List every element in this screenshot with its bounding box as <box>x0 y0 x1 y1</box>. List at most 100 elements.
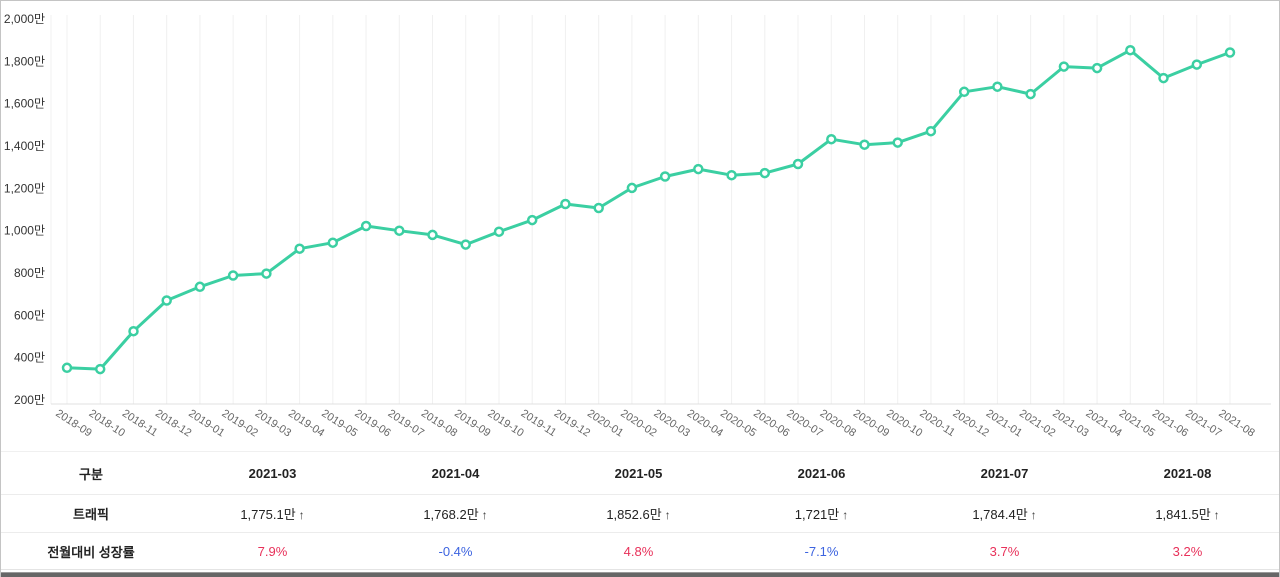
traffic-value-cell-text: 1,768.2만 <box>423 507 479 522</box>
x-axis-tick-label: 2020-09 <box>851 407 891 439</box>
x-axis-tick-label: 2020-12 <box>951 407 991 439</box>
chart-marker-2019-11[interactable] <box>526 214 538 226</box>
x-axis-tick-label: 2020-06 <box>751 407 791 439</box>
chart-marker-2019-07[interactable] <box>394 225 405 236</box>
x-axis-tick-label: 2021-06 <box>1150 407 1190 439</box>
x-axis-tick-label: 2021-08 <box>1216 407 1256 439</box>
growth-value-cell-text: -7.1% <box>804 543 839 559</box>
chart-marker-2019-01[interactable] <box>194 281 206 293</box>
y-axis-tick-label: 800만 <box>14 266 45 280</box>
chart-marker-2021-05[interactable] <box>1125 44 1136 56</box>
chart-marker-2020-04[interactable] <box>693 163 704 175</box>
traffic-value-cell-text: 1,784.4만 <box>972 507 1028 522</box>
table-header-row: 구분 2021-03 2021-04 2021-05 2021-06 2021-07 202… <box>1 451 1279 495</box>
up-arrow-icon: ↑ <box>664 508 671 522</box>
y-axis-tick-label: 600만 <box>14 308 45 322</box>
traffic-row: 트래픽 1,775.1만 ↑ 1,768.2만 ↑ 1,852.6만 ↑ 1,721만 ↑ 1,7… <box>1 494 1279 533</box>
chart-marker-2019-10[interactable] <box>493 226 505 237</box>
growth-value-cell: 7.9% <box>181 532 364 570</box>
chart-marker-2019-05[interactable] <box>327 237 339 248</box>
traffic-value-cell: 1,775.1만 ↑ <box>181 494 364 533</box>
x-axis-tick-label: 2018-10 <box>87 407 127 439</box>
corner-header: 구분 <box>1 451 181 495</box>
chart-marker-2020-05[interactable] <box>726 169 737 181</box>
chart-marker-2021-03[interactable] <box>1058 61 1070 72</box>
chart-marker-2019-03[interactable] <box>261 268 272 279</box>
month-header: 2021-08 <box>1096 451 1279 495</box>
traffic-value-cell-text: 1,721만 <box>794 507 840 522</box>
y-axis-tick-label: 200만 <box>14 393 45 407</box>
chart-marker-2020-03[interactable] <box>659 171 671 182</box>
month-header-text: 2021-08 <box>1163 465 1212 481</box>
chart-marker-2019-04[interactable] <box>294 243 305 254</box>
y-axis-tick-label: 1,800만 <box>4 54 45 68</box>
chart-marker-2018-09[interactable] <box>61 362 73 374</box>
chart-marker-2021-04[interactable] <box>1091 62 1103 74</box>
chart-marker-2020-07[interactable] <box>792 158 804 170</box>
x-axis-tick-label: 2019-11 <box>519 407 559 439</box>
chart-marker-2020-10[interactable] <box>892 137 903 148</box>
x-axis-tick-label: 2019-04 <box>286 407 326 439</box>
chart-marker-2020-01[interactable] <box>593 202 604 214</box>
chart-marker-2020-12[interactable] <box>958 86 970 98</box>
chart-marker-2019-12[interactable] <box>560 198 571 210</box>
x-axis-tick-label: 2021-03 <box>1050 407 1090 439</box>
month-header-text: 2021-07 <box>980 465 1029 481</box>
month-header: 2021-07 <box>913 451 1096 495</box>
chart-marker-2020-09[interactable] <box>859 139 870 150</box>
x-axis-tick-label: 2021-02 <box>1017 407 1057 439</box>
chart-marker-2021-08[interactable] <box>1224 47 1236 58</box>
x-axis-tick-label: 2019-02 <box>220 407 260 439</box>
x-axis-tick-label: 2021-04 <box>1083 407 1123 439</box>
month-header-text: 2021-06 <box>797 465 846 481</box>
traffic-value-cell: 1,852.6만 ↑ <box>547 494 730 533</box>
traffic-series-line <box>65 48 1232 371</box>
growth-value-cell-text: -0.4% <box>438 543 473 559</box>
x-axis-tick-label: 2019-03 <box>253 407 293 439</box>
x-axis-tick-label: 2021-07 <box>1183 407 1223 439</box>
traffic-value-cell: 1,784.4만 ↑ <box>913 494 1096 533</box>
chart-marker-2021-02[interactable] <box>1025 88 1036 100</box>
x-axis-tick-label: 2020-10 <box>884 407 924 439</box>
traffic-line-chart: 200만 400만 600만 800만 1,000만 1,200만 1,400만 1,600만… <box>1 1 1279 451</box>
chart-marker-2019-06[interactable] <box>360 220 372 232</box>
up-arrow-icon: ↑ <box>842 508 849 522</box>
x-axis-tick-label: 2020-01 <box>585 407 625 439</box>
chart-marker-2019-08[interactable] <box>427 229 438 241</box>
chart-marker-2019-09[interactable] <box>460 239 471 250</box>
x-axis-tick-label: 2021-05 <box>1117 407 1157 439</box>
up-arrow-icon: ↑ <box>481 508 488 522</box>
chart-marker-2020-08[interactable] <box>826 133 837 145</box>
chart-marker-2020-11[interactable] <box>925 125 937 137</box>
chart-marker-2021-07[interactable] <box>1191 59 1203 70</box>
chart-marker-2018-11[interactable] <box>128 325 139 337</box>
x-axis-tick-label: 2020-02 <box>618 407 658 439</box>
traffic-value-cell: 1,841.5만 ↑ <box>1096 494 1279 533</box>
growth-value-cell: -7.1% <box>730 532 913 570</box>
x-axis-tick-label: 2018-12 <box>153 407 193 439</box>
month-header: 2021-03 <box>181 451 364 495</box>
traffic-value-cell: 1,768.2만 ↑ <box>364 494 547 533</box>
chart-marker-2020-06[interactable] <box>759 167 771 179</box>
growth-value-cell-text: 3.7% <box>989 543 1020 559</box>
up-arrow-icon: ↑ <box>298 508 305 522</box>
month-header: 2021-04 <box>364 451 547 495</box>
growth-value-cell: 3.2% <box>1096 532 1279 570</box>
chart-marker-2021-01[interactable] <box>992 81 1003 92</box>
x-axis-tick-label: 2020-04 <box>685 407 725 439</box>
chart-marker-2020-02[interactable] <box>626 182 638 194</box>
x-axis-tick-label: 2020-03 <box>651 407 691 439</box>
up-arrow-icon: ↑ <box>1213 508 1220 522</box>
y-axis-tick-label: 1,200만 <box>4 181 45 195</box>
growth-row-label: 전월대비 성장률 <box>1 532 181 570</box>
corner-header-text: 구분 <box>79 466 103 482</box>
x-axis-tick-label: 2020-11 <box>917 407 957 439</box>
month-header: 2021-05 <box>547 451 730 495</box>
chart-marker-2018-12[interactable] <box>161 295 172 306</box>
chart-marker-2018-10[interactable] <box>94 363 106 375</box>
x-axis-tick-label: 2019-05 <box>319 407 359 439</box>
month-header-text: 2021-05 <box>614 465 663 481</box>
chart-marker-2019-02[interactable] <box>227 270 239 281</box>
x-axis-tick-label: 2019-07 <box>386 407 426 439</box>
chart-marker-2021-06[interactable] <box>1158 72 1169 84</box>
